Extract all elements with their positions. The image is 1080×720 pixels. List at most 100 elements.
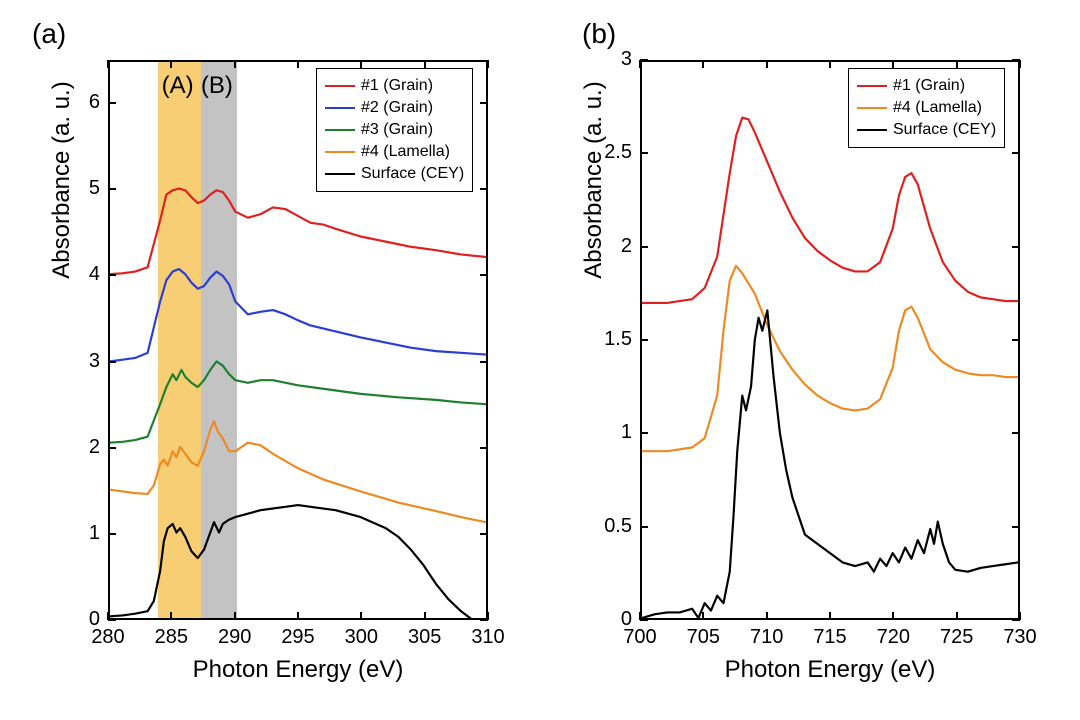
y-tick-mark bbox=[1012, 59, 1020, 61]
y-tick-mark bbox=[1012, 152, 1020, 154]
x-tick-mark bbox=[829, 60, 831, 68]
legend-text: #4 (Lamella) bbox=[893, 99, 982, 117]
y-tick-mark bbox=[108, 533, 116, 535]
legend-row: Surface (CEY) bbox=[325, 163, 464, 185]
x-tick-mark bbox=[766, 612, 768, 620]
legend-text: #4 (Lamella) bbox=[361, 143, 450, 161]
x-tick-mark bbox=[956, 612, 958, 620]
x-tick-label: 290 bbox=[215, 626, 255, 649]
y-tick-mark bbox=[108, 619, 116, 621]
y-tick-mark bbox=[640, 526, 648, 528]
x-tick-mark bbox=[702, 60, 704, 68]
x-tick-mark bbox=[829, 612, 831, 620]
legend-text: Surface (CEY) bbox=[361, 165, 464, 183]
legend-swatch bbox=[857, 129, 887, 131]
legend-text: Surface (CEY) bbox=[893, 121, 996, 139]
x-tick-label: 300 bbox=[341, 626, 381, 649]
legend-row: #1 (Grain) bbox=[325, 75, 464, 97]
legend-text: #1 (Grain) bbox=[361, 77, 433, 95]
y-tick-label: 0 bbox=[64, 608, 100, 631]
y-tick-mark bbox=[480, 533, 488, 535]
y-tick-mark bbox=[480, 361, 488, 363]
legend-text: #3 (Grain) bbox=[361, 121, 433, 139]
legend-text: #1 (Grain) bbox=[893, 77, 965, 95]
legend-row: #3 (Grain) bbox=[325, 119, 464, 141]
y-tick-mark bbox=[1012, 432, 1020, 434]
legend-text: #2 (Grain) bbox=[361, 99, 433, 117]
y-tick-mark bbox=[108, 102, 116, 104]
y-tick-mark bbox=[1012, 246, 1020, 248]
series-4-lamella bbox=[110, 421, 486, 522]
y-axis-label: Absorbance (a. u.) bbox=[580, 0, 608, 460]
x-tick-mark bbox=[702, 612, 704, 620]
legend: #1 (Grain) #4 (Lamella) Surface (CEY) bbox=[848, 68, 1005, 148]
y-tick-mark bbox=[640, 619, 648, 621]
x-tick-mark bbox=[360, 612, 362, 620]
y-tick-mark bbox=[640, 339, 648, 341]
y-tick-mark bbox=[108, 274, 116, 276]
y-tick-mark bbox=[108, 447, 116, 449]
x-tick-mark bbox=[424, 60, 426, 68]
series-surface-cey bbox=[642, 310, 1018, 618]
x-tick-label: 720 bbox=[873, 626, 913, 649]
legend-row: #4 (Lamella) bbox=[857, 97, 996, 119]
series-1-grain bbox=[110, 189, 486, 275]
y-tick-mark bbox=[640, 246, 648, 248]
y-tick-mark bbox=[480, 274, 488, 276]
y-tick-mark bbox=[480, 619, 488, 621]
x-axis-label: Photon Energy (eV) bbox=[640, 656, 1020, 684]
x-tick-mark bbox=[487, 60, 489, 68]
x-tick-label: 705 bbox=[683, 626, 723, 649]
x-tick-label: 295 bbox=[278, 626, 318, 649]
legend-swatch bbox=[325, 151, 355, 153]
x-tick-mark bbox=[297, 60, 299, 68]
y-tick-mark bbox=[108, 361, 116, 363]
x-tick-label: 710 bbox=[747, 626, 787, 649]
legend-swatch bbox=[857, 85, 887, 87]
legend-swatch bbox=[325, 107, 355, 109]
x-tick-mark bbox=[1019, 60, 1021, 68]
x-tick-mark bbox=[892, 60, 894, 68]
y-tick-mark bbox=[480, 188, 488, 190]
x-tick-label: 285 bbox=[151, 626, 191, 649]
y-tick-mark bbox=[640, 152, 648, 154]
y-tick-mark bbox=[480, 102, 488, 104]
y-tick-mark bbox=[1012, 619, 1020, 621]
x-tick-mark bbox=[892, 612, 894, 620]
legend-row: #2 (Grain) bbox=[325, 97, 464, 119]
y-tick-label: 0.5 bbox=[596, 515, 632, 538]
x-tick-mark bbox=[639, 60, 641, 68]
series-surface-cey bbox=[110, 505, 486, 620]
x-tick-mark bbox=[170, 612, 172, 620]
x-axis-label: Photon Energy (eV) bbox=[108, 656, 488, 684]
legend-swatch bbox=[325, 129, 355, 131]
y-tick-label: 0 bbox=[596, 608, 632, 631]
y-axis-label: Absorbance (a. u.) bbox=[48, 0, 76, 460]
shaded-region-label: (A) bbox=[158, 72, 198, 100]
y-tick-mark bbox=[480, 447, 488, 449]
x-tick-mark bbox=[424, 612, 426, 620]
y-tick-label: 1 bbox=[64, 522, 100, 545]
x-tick-mark bbox=[956, 60, 958, 68]
x-tick-mark bbox=[107, 60, 109, 68]
y-tick-mark bbox=[1012, 526, 1020, 528]
x-tick-mark bbox=[297, 612, 299, 620]
x-tick-label: 725 bbox=[937, 626, 977, 649]
x-tick-label: 715 bbox=[810, 626, 850, 649]
legend-swatch bbox=[857, 107, 887, 109]
series-3-grain bbox=[110, 361, 486, 442]
shaded-region-label: (B) bbox=[197, 72, 237, 100]
x-tick-label: 730 bbox=[1000, 626, 1040, 649]
legend-row: #1 (Grain) bbox=[857, 75, 996, 97]
x-tick-label: 305 bbox=[405, 626, 445, 649]
y-tick-mark bbox=[640, 432, 648, 434]
y-tick-mark bbox=[108, 188, 116, 190]
x-tick-label: 310 bbox=[468, 626, 508, 649]
legend-swatch bbox=[325, 85, 355, 87]
x-tick-mark bbox=[234, 612, 236, 620]
legend: #1 (Grain) #2 (Grain) #3 (Grain) #4 (Lamell… bbox=[316, 68, 473, 192]
legend-row: #4 (Lamella) bbox=[325, 141, 464, 163]
y-tick-mark bbox=[1012, 339, 1020, 341]
legend-row: Surface (CEY) bbox=[857, 119, 996, 141]
x-tick-mark bbox=[234, 60, 236, 68]
